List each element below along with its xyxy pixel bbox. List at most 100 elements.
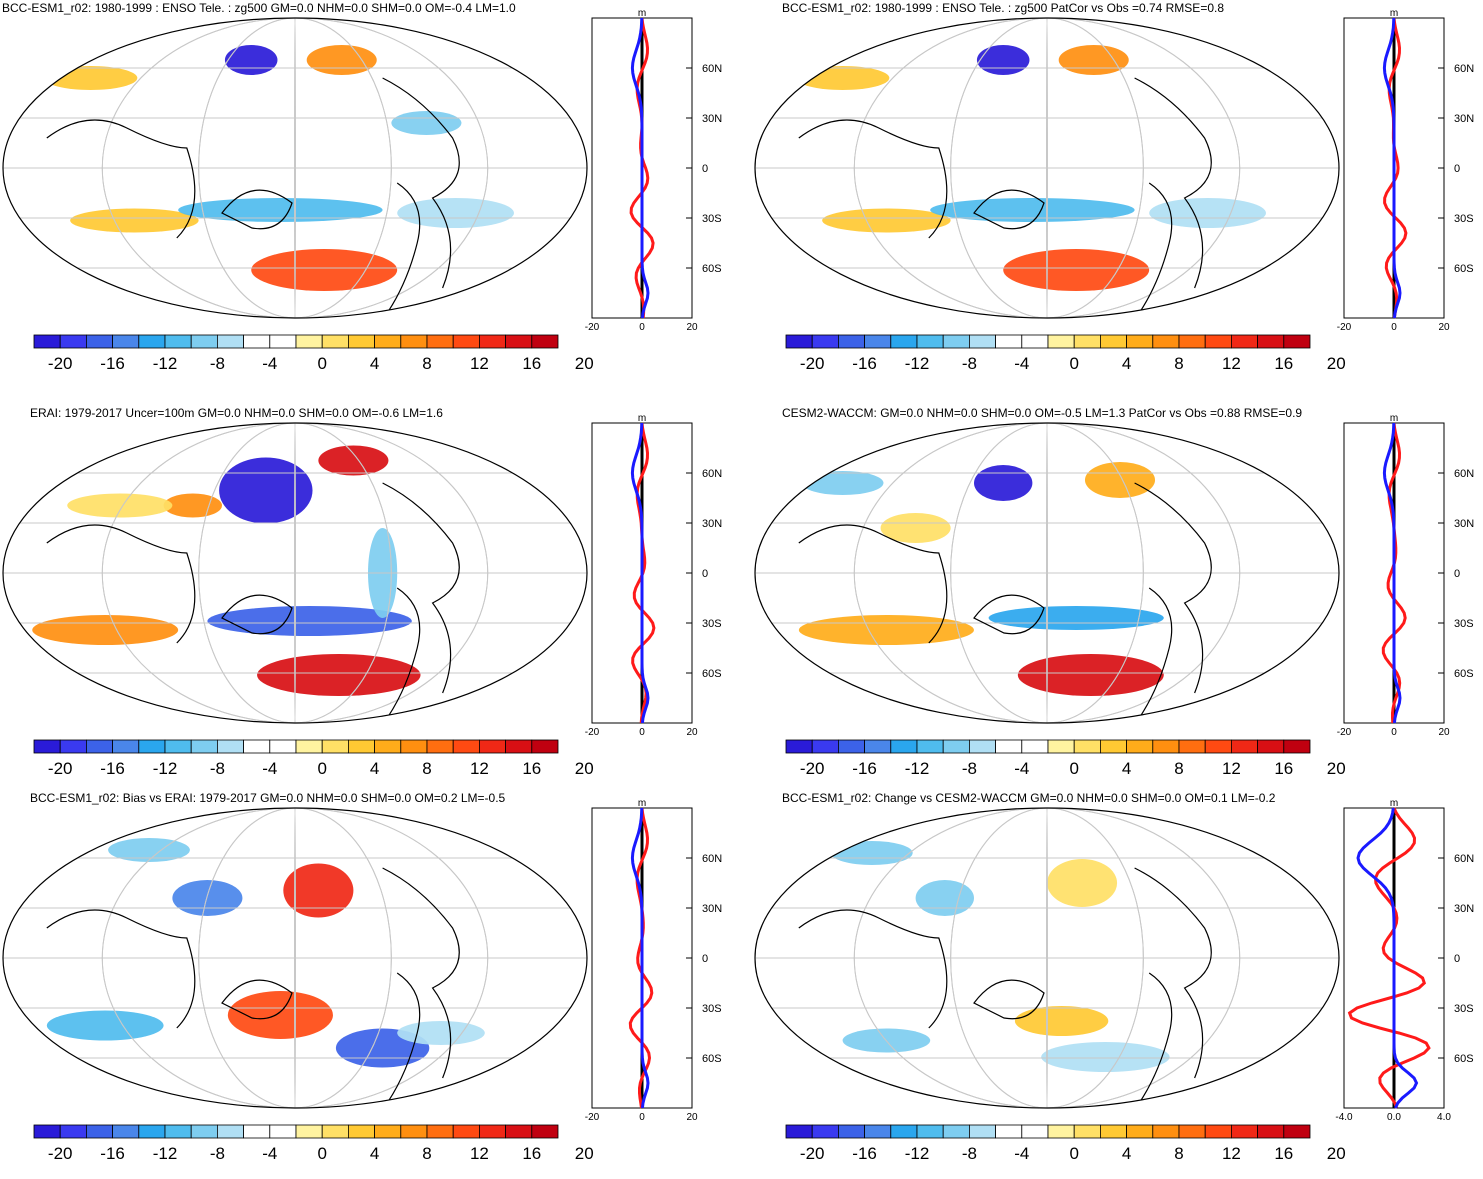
panel-p3: ERAI: 1979-2017 Uncer=100m GM=0.0 NHM=0.… bbox=[2, 406, 722, 778]
latitude-label: 60N bbox=[1454, 63, 1474, 75]
colorbar-box bbox=[1204, 739, 1232, 754]
profile-curve-red bbox=[1347, 807, 1431, 1109]
colorbar-box bbox=[295, 334, 323, 349]
anomaly-region bbox=[880, 513, 951, 543]
colorbar-label: -12 bbox=[153, 759, 178, 778]
colorbar-box bbox=[164, 739, 192, 754]
latitude-label: 0 bbox=[702, 568, 708, 580]
colorbar-label: -12 bbox=[905, 1144, 930, 1163]
anomaly-region bbox=[988, 606, 1164, 630]
latitude-label: 60S bbox=[1454, 1053, 1474, 1065]
colorbar-box bbox=[86, 1124, 114, 1139]
colorbar-box bbox=[33, 739, 61, 754]
anomaly-region bbox=[915, 880, 974, 916]
colorbar-box bbox=[531, 739, 559, 754]
colorbar-box bbox=[1126, 1124, 1154, 1139]
colorbar-box bbox=[1231, 1124, 1259, 1139]
colorbar-label: -12 bbox=[153, 1144, 178, 1163]
colorbar-label: 16 bbox=[522, 1144, 541, 1163]
profile-xtick: -20 bbox=[585, 727, 600, 738]
colorbar-box bbox=[995, 1124, 1023, 1139]
colorbar-box bbox=[785, 739, 813, 754]
colorbar-label: 16 bbox=[522, 759, 541, 778]
colorbar-label: 4 bbox=[1122, 759, 1131, 778]
latitude-label: 30S bbox=[1454, 1003, 1474, 1015]
map-border bbox=[2, 807, 588, 1109]
latitude-label: 30N bbox=[1454, 903, 1474, 915]
colorbar-label: 8 bbox=[1174, 1144, 1183, 1163]
anomaly-region bbox=[795, 66, 890, 90]
colorbar-box bbox=[112, 739, 140, 754]
colorbar-box bbox=[33, 1124, 61, 1139]
anomaly-region bbox=[1017, 654, 1164, 696]
colorbar-box bbox=[190, 1124, 218, 1139]
colorbar-label: 8 bbox=[422, 1144, 431, 1163]
colorbar-box bbox=[321, 334, 349, 349]
colorbar-label: 4 bbox=[370, 759, 379, 778]
map-field bbox=[755, 18, 1339, 318]
colorbar-box bbox=[838, 334, 866, 349]
colorbar-box bbox=[190, 334, 218, 349]
profile-xtick: 20 bbox=[1438, 322, 1450, 333]
latitude-label: 60N bbox=[1454, 468, 1474, 480]
anomaly-region bbox=[224, 45, 278, 75]
colorbar-box bbox=[785, 1124, 813, 1139]
colorbar-label: -8 bbox=[210, 354, 225, 373]
coastline bbox=[46, 482, 460, 719]
colorbar-box bbox=[1100, 1124, 1128, 1139]
colorbar-box bbox=[811, 1124, 839, 1139]
colorbar-box bbox=[138, 1124, 166, 1139]
colorbar-box bbox=[864, 334, 892, 349]
colorbar-label: 12 bbox=[1222, 1144, 1241, 1163]
colorbar-box bbox=[478, 334, 506, 349]
colorbar-box bbox=[942, 739, 970, 754]
colorbar-box bbox=[164, 1124, 192, 1139]
colorbar-label: 0 bbox=[1069, 1144, 1078, 1163]
colorbar-box bbox=[269, 739, 297, 754]
latitude-label: 60S bbox=[702, 668, 722, 680]
colorbar-label: -16 bbox=[852, 354, 877, 373]
profile-curve-red bbox=[1381, 422, 1407, 724]
anomaly-region bbox=[46, 1010, 164, 1041]
colorbar-label: -4 bbox=[1014, 354, 1029, 373]
longitude-line bbox=[198, 423, 392, 723]
map-field bbox=[755, 808, 1339, 1108]
panel-p6: BCC-ESM1_r02: Change vs CESM2-WACCM GM=0… bbox=[754, 791, 1474, 1163]
colorbar-box bbox=[995, 334, 1023, 349]
colorbar-label: -4 bbox=[1014, 1144, 1029, 1163]
anomaly-region bbox=[70, 208, 199, 233]
map-field bbox=[755, 423, 1339, 723]
longitude-line bbox=[950, 808, 1144, 1108]
coastline bbox=[46, 867, 460, 1104]
colorbar-box bbox=[426, 334, 454, 349]
latitude-label: 30N bbox=[702, 518, 722, 530]
colorbar-box bbox=[59, 334, 87, 349]
map-field bbox=[3, 18, 587, 318]
profile-curve-red bbox=[629, 17, 655, 319]
profile-unit: m bbox=[1390, 413, 1398, 424]
colorbar-label: -20 bbox=[800, 1144, 825, 1163]
colorbar-box bbox=[1178, 334, 1206, 349]
colorbar-box bbox=[347, 1124, 375, 1139]
colorbar-label: -8 bbox=[962, 759, 977, 778]
colorbar-box bbox=[400, 334, 428, 349]
colorbar-box bbox=[995, 739, 1023, 754]
colorbar-box bbox=[1204, 1124, 1232, 1139]
profile-xtick: 20 bbox=[686, 727, 698, 738]
colorbar-box bbox=[295, 739, 323, 754]
latitude-label: 60S bbox=[1454, 263, 1474, 275]
profile-curve-blue bbox=[630, 17, 650, 319]
colorbar-box bbox=[1073, 1124, 1101, 1139]
colorbar-box bbox=[1126, 739, 1154, 754]
colorbar-box bbox=[1047, 334, 1075, 349]
colorbar-box bbox=[321, 1124, 349, 1139]
map-border bbox=[754, 422, 1340, 724]
colorbar-label: -20 bbox=[800, 354, 825, 373]
colorbar-box bbox=[811, 739, 839, 754]
colorbar-box bbox=[1283, 1124, 1311, 1139]
colorbar-box bbox=[531, 334, 559, 349]
longitude-line bbox=[853, 423, 1241, 723]
longitude-line bbox=[101, 423, 489, 723]
longitude-line bbox=[950, 18, 1144, 318]
coastline bbox=[46, 77, 460, 314]
